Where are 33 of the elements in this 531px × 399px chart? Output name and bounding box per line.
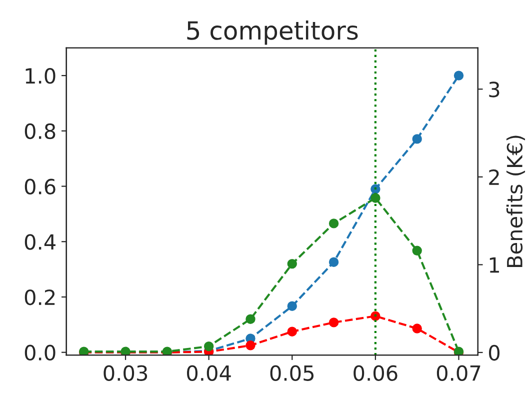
y-tick-label: 0.8 bbox=[24, 123, 56, 140]
y2-tick-label: 0 bbox=[488, 344, 500, 361]
x-tick-label: 0.03 bbox=[104, 365, 148, 381]
point bbox=[370, 311, 380, 321]
y2-axis-title: Benefits (K€) bbox=[506, 136, 526, 267]
point bbox=[370, 184, 380, 194]
point bbox=[412, 246, 422, 256]
y2-tick-label: 2 bbox=[489, 169, 499, 185]
y-tick-label: 0.2 bbox=[24, 289, 55, 306]
point bbox=[287, 326, 297, 336]
point bbox=[287, 301, 297, 311]
x-tick-label: 0.04 bbox=[187, 365, 231, 381]
y-tick-label: 0.4 bbox=[24, 234, 56, 250]
y2-tick-label: 3 bbox=[489, 82, 500, 98]
x-tick-label: 0.07 bbox=[436, 365, 480, 381]
point bbox=[412, 324, 422, 334]
x-tick-label: 0.05 bbox=[270, 365, 314, 381]
point bbox=[328, 318, 339, 328]
point bbox=[287, 258, 297, 269]
point bbox=[370, 193, 380, 203]
point bbox=[246, 314, 256, 324]
chart-title: 5 competitors bbox=[187, 20, 358, 45]
point bbox=[246, 340, 256, 350]
y-tick-label: 0.6 bbox=[24, 178, 56, 194]
y-tick-label: 0.0 bbox=[24, 344, 56, 361]
x-tick-label: 0.06 bbox=[354, 365, 398, 381]
point bbox=[204, 341, 214, 352]
point bbox=[328, 257, 339, 267]
point bbox=[454, 70, 464, 80]
y2-tick-label: 1 bbox=[490, 257, 499, 273]
point bbox=[328, 218, 339, 228]
y-tick-label: 1.0 bbox=[26, 68, 56, 84]
point bbox=[412, 134, 422, 144]
